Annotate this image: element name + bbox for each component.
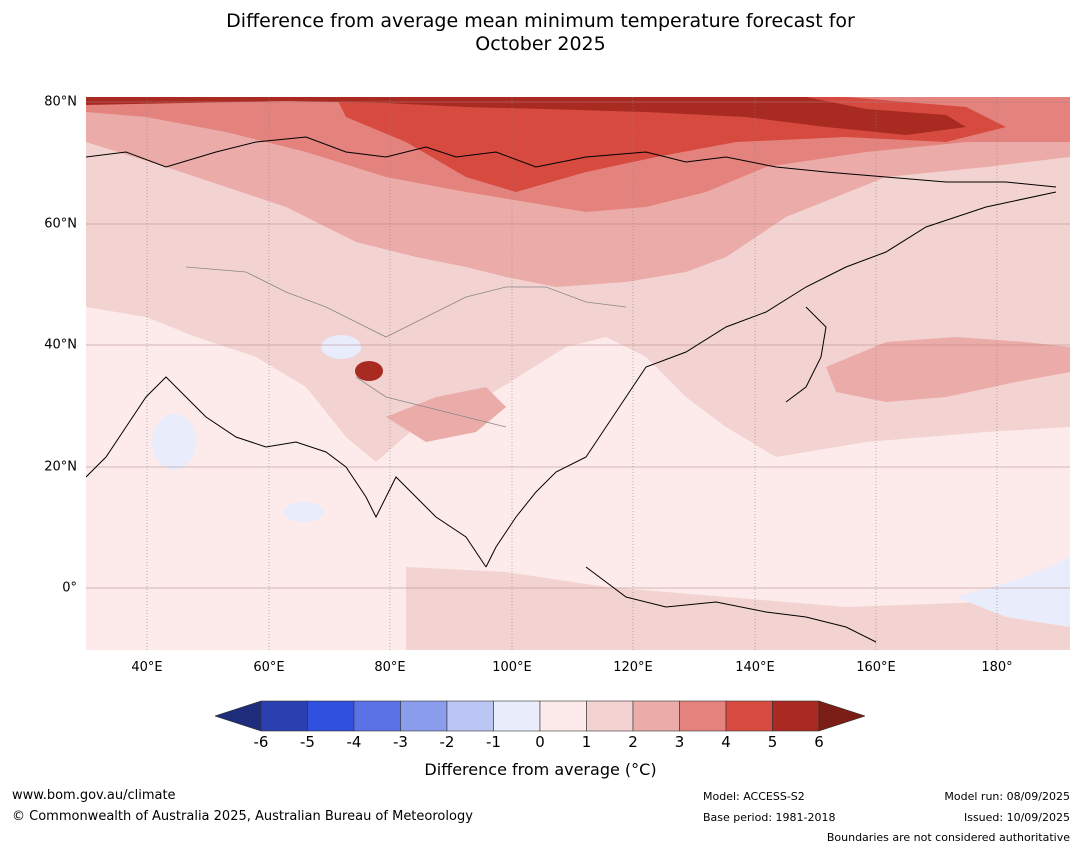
colorbar-tick-label: 0 <box>535 733 545 751</box>
colorbar-box-0-to-1 <box>539 700 587 732</box>
anomaly-cool-patch-arabian-sea <box>284 502 324 522</box>
coastline-japan <box>785 306 827 403</box>
footer-issued: Issued: 10/09/2025 <box>963 811 1070 824</box>
colorbar-box-5-to-6 <box>772 700 820 732</box>
lat-label-0: 0° <box>62 580 77 596</box>
colorbar-extend-low <box>215 700 262 732</box>
footer-base-period: Base period: 1981-2018 <box>703 811 836 824</box>
anomaly-cool-patch-arabia <box>152 414 196 470</box>
colorbar-box--1-to-0 <box>493 700 541 732</box>
coastline-east-asia <box>485 191 1057 568</box>
footer-copyright: © Commonwealth of Australia 2025, Austra… <box>12 809 473 824</box>
colorbar-tick-label: 4 <box>721 733 731 751</box>
lon-label-100e: 100°E <box>492 660 532 675</box>
coastline-southeast-asia-islands <box>585 566 877 643</box>
colorbar-tick-label: 5 <box>767 733 778 751</box>
colorbar-tick-label: -1 <box>486 733 501 751</box>
colorbar-box--3-to--2 <box>400 700 448 732</box>
colorbar-tick-label: -2 <box>439 733 455 751</box>
colorbar-tick-label: -4 <box>346 733 362 751</box>
colorbar-extend-high <box>818 700 865 732</box>
lon-label-120e: 120°E <box>613 660 653 675</box>
lon-label-60e: 60°E <box>253 660 285 675</box>
anomaly-cool-patch-pacific <box>956 557 1070 627</box>
colorbar-tick-label: 6 <box>814 733 824 751</box>
colorbar-tick-label: 1 <box>581 733 592 751</box>
anomaly-zone-2-3-pacific <box>826 337 1070 402</box>
colorbar-box-2-to-3 <box>632 700 680 732</box>
colorbar-box--5-to--4 <box>307 700 355 732</box>
footer-model: Model: ACCESS-S2 <box>703 790 805 803</box>
colorbar <box>215 700 865 732</box>
lat-label-60n: 60°N <box>44 216 77 232</box>
lon-label-140e: 140°E <box>735 660 775 675</box>
colorbar-box--6-to--5 <box>260 700 308 732</box>
lat-label-40n: 40°N <box>44 337 77 353</box>
title-line-2: October 2025 <box>475 33 606 55</box>
anomaly-cool-patch-central-asia <box>321 335 361 359</box>
border-china-india <box>355 376 507 428</box>
lon-label-80e: 80°E <box>374 660 406 675</box>
country-borders <box>185 266 627 428</box>
footer-url: www.bom.gov.au/climate <box>12 788 176 803</box>
graticule <box>146 97 998 650</box>
border-kazakhstan-china <box>185 266 387 338</box>
parallels <box>86 101 1070 589</box>
colorbar-box--2-to--1 <box>446 700 494 732</box>
anomaly-zone-5-6 <box>86 97 966 135</box>
coastline-europe-asia-north <box>86 136 1057 188</box>
coastline-south-asia <box>86 376 487 568</box>
lon-label-180: 180° <box>981 660 1013 675</box>
lat-label-20n: 20°N <box>44 459 77 475</box>
footer-model-run: Model run: 08/09/2025 <box>944 790 1070 803</box>
colorbar-tick-label: 2 <box>628 733 638 751</box>
colorbar-box-4-to-5 <box>725 700 773 732</box>
temperature-anomaly-map <box>86 97 1070 650</box>
anomaly-hotspot-kashmir <box>355 361 383 381</box>
lon-label-160e: 160°E <box>856 660 896 675</box>
colorbar-box-1-to-2 <box>586 700 634 732</box>
colorbar-box--4-to--3 <box>353 700 401 732</box>
chart-title: Difference from average mean minimum tem… <box>0 10 1081 56</box>
colorbar-tick-label: -3 <box>393 733 408 751</box>
anomaly-zone-2-3-tibet <box>386 387 506 442</box>
colorbar-tick-label: 3 <box>674 733 685 751</box>
colorbar-tick-label: -5 <box>300 733 315 751</box>
border-china-mongolia <box>385 286 627 338</box>
title-line-1: Difference from average mean minimum tem… <box>226 10 855 32</box>
coastlines <box>86 136 1057 643</box>
footer-disclaimer: Boundaries are not considered authoritat… <box>826 831 1070 844</box>
colorbar-tick-label: -6 <box>253 733 269 751</box>
colorbar-box-3-to-4 <box>679 700 727 732</box>
lat-label-80n: 80°N <box>44 94 77 110</box>
lon-label-40e: 40°E <box>131 660 163 675</box>
colorbar-label: Difference from average (°C) <box>424 760 657 779</box>
